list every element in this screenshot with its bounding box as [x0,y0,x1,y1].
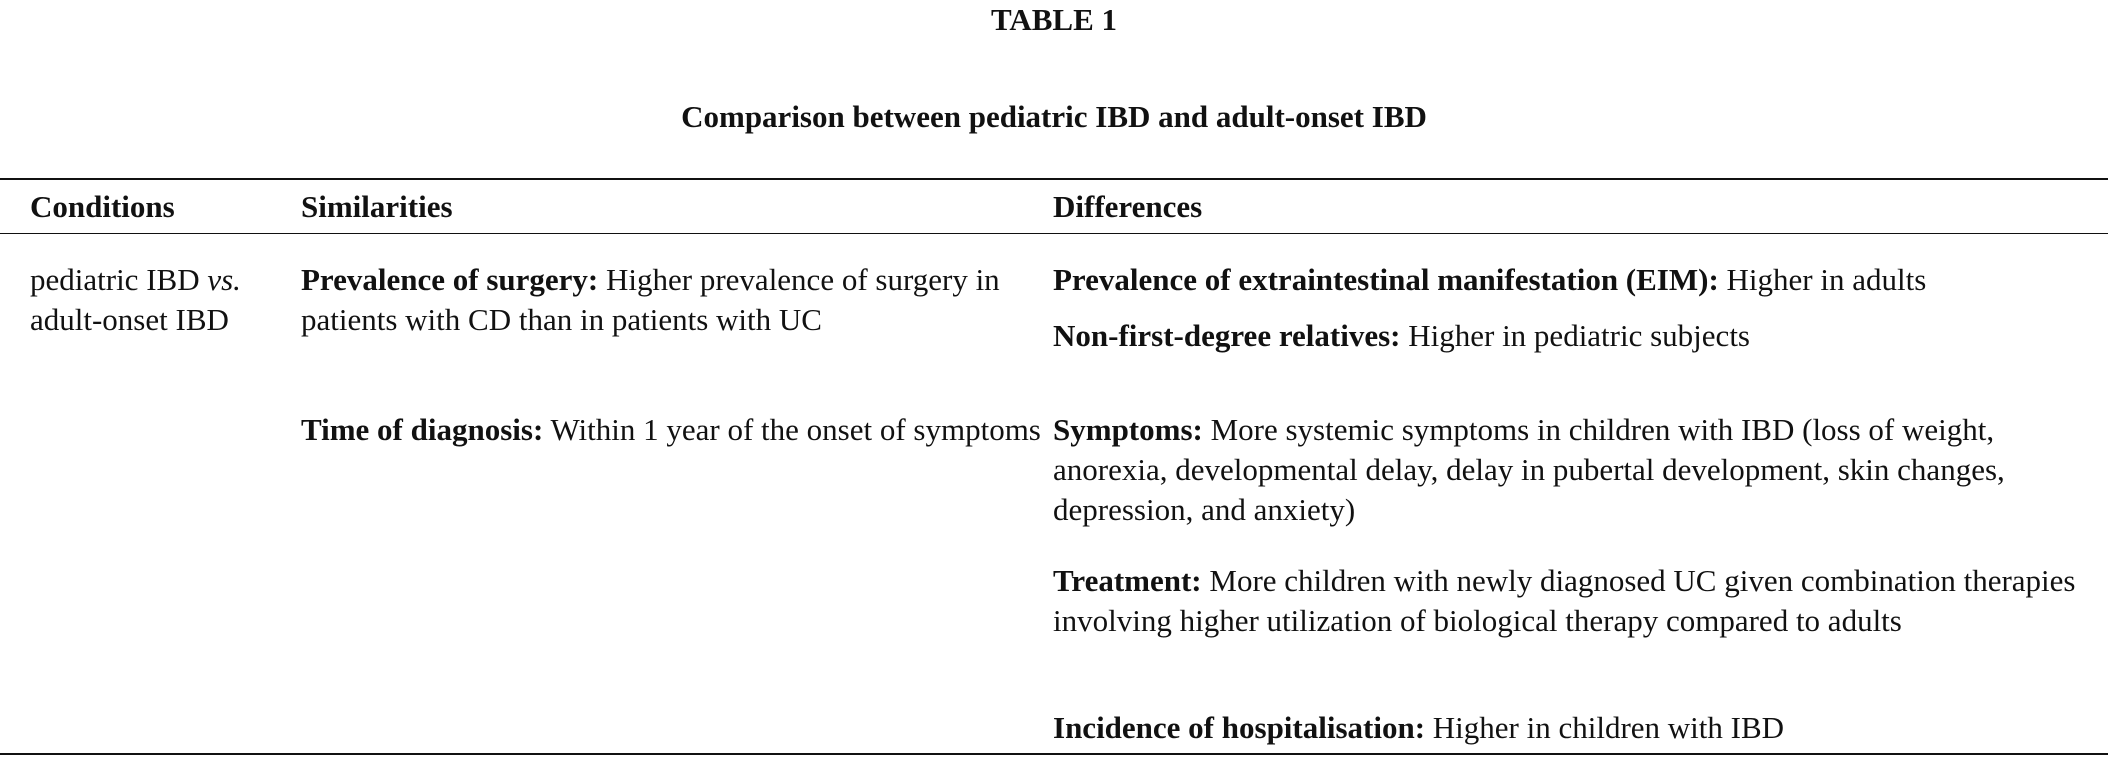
entry: Symptoms: More systemic symptoms in chil… [1053,410,2093,530]
entry: Treatment: More children with newly diag… [1053,561,2093,641]
top-rule [0,178,2108,180]
entry: Prevalence of extraintestinal manifestat… [1053,260,2093,300]
entry-term: Prevalence of surgery: [301,262,599,297]
header-cell: Conditions [30,189,175,224]
entry-text: Higher in children with IBD [1432,710,1785,745]
table-label: TABLE 1 [990,2,1118,37]
entry-text: Higher in adults [1726,262,1927,297]
header-cell: Differences [1053,189,1203,224]
header-cell: Similarities [301,189,453,224]
entry-term: Prevalence of extraintestinal manifestat… [1053,262,1719,297]
condition-cell: pediatric IBD vs. adult-onset IBD [30,260,290,340]
entry-term: Symptoms: [1053,412,1203,447]
entry-text: Within 1 year of the onset of symptoms [550,412,1041,447]
entry: Prevalence of surgery: Higher prevalence… [301,260,1041,340]
entry-term: Treatment: [1053,563,1202,598]
bottom-rule [0,753,2108,755]
header-rule [0,233,2108,234]
entry-term: Non-first-degree relatives: [1053,318,1401,353]
entry-text: More systemic symptoms in children with … [1053,412,2005,527]
table-title: Comparison between pediatric IBD and adu… [681,99,1427,134]
text: adult-onset IBD [30,302,229,337]
entry-text: More children with newly diagnosed UC gi… [1053,563,2076,638]
text: pediatric IBD [30,262,200,297]
entry: Non-first-degree relatives: Higher in pe… [1053,316,2093,356]
entry: Time of diagnosis: Within 1 year of the … [301,410,1041,450]
entry: Incidence of hospitalisation: Higher in … [1053,708,2093,748]
text: vs. [207,262,241,297]
entry-term: Incidence of hospitalisation: [1053,710,1426,745]
entry-text: Higher prevalence of surgery in patients… [301,262,1000,337]
entry-term: Time of diagnosis: [301,412,544,447]
entry-text: Higher in pediatric subjects [1408,318,1750,353]
